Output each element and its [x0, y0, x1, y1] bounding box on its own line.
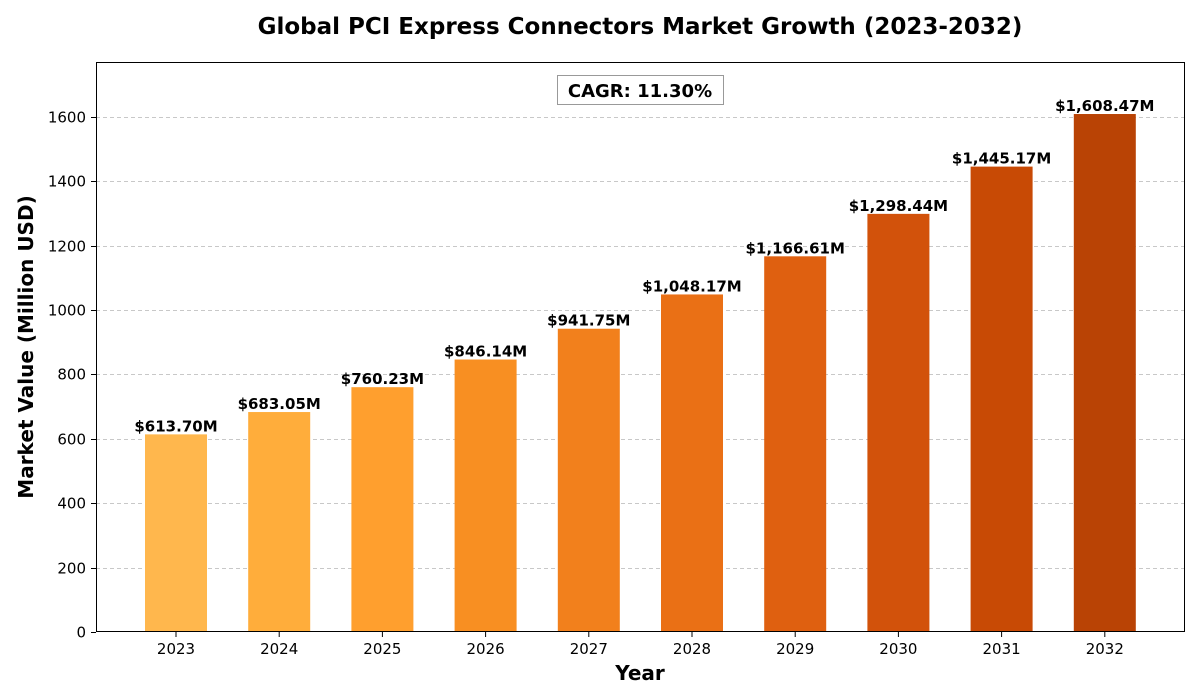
cagr-box	[557, 75, 724, 105]
data-label-2030: $1,298.44M	[849, 197, 948, 215]
data-label-2028: $1,048.17M	[642, 277, 741, 295]
x-tick-label: 2030	[879, 640, 917, 658]
chart-title: Global PCI Express Connectors Market Gro…	[258, 14, 1023, 40]
y-tick-label: 400	[57, 495, 86, 513]
cagr-annotation: CAGR: 11.30%	[557, 75, 724, 105]
cagr-label: CAGR: 11.30%	[568, 81, 712, 102]
y-tick-label: 1000	[48, 302, 86, 320]
data-label-2023: $613.70M	[134, 417, 217, 435]
bar-2027	[557, 328, 620, 632]
x-tick-label: 2032	[1086, 640, 1124, 658]
y-axis-label: Market Value (Million USD)	[14, 195, 38, 498]
x-axis-label: Year	[614, 661, 665, 685]
bar-2030	[867, 213, 930, 632]
bar-2026	[454, 359, 517, 632]
data-labels-group: $613.70M $683.05M $760.23M $846.14M $941.75M…	[134, 97, 1154, 435]
plot-frame	[96, 62, 1185, 632]
data-label-2032: $1,608.47M	[1055, 97, 1154, 115]
bar-2028	[661, 294, 723, 632]
x-tick-label: 2026	[467, 640, 505, 658]
bar-2024	[248, 412, 311, 632]
y-tick-label: 0	[76, 624, 86, 642]
y-tick-label: 800	[57, 366, 86, 384]
x-tick-label: 2024	[260, 640, 298, 658]
x-tick-label: 2031	[983, 640, 1021, 658]
x-axis-ticks: 2023 2024 2025 2026 2027 2028 2029 2030 2031 2032	[157, 632, 1124, 658]
data-label-2029: $1,166.61M	[746, 239, 845, 257]
y-tick-label: 1400	[48, 173, 86, 191]
bar-2023	[145, 434, 207, 632]
data-label-2026: $846.14M	[444, 343, 527, 361]
bar-2029	[764, 256, 827, 632]
data-label-2024: $683.05M	[238, 395, 321, 413]
bar-2025	[351, 387, 414, 632]
bars-group	[145, 114, 1136, 633]
data-label-2031: $1,445.17M	[952, 150, 1051, 168]
data-label-2027: $941.75M	[547, 312, 630, 330]
bar-2031	[970, 166, 1033, 633]
y-tick-label: 200	[57, 560, 86, 578]
x-tick-label: 2029	[776, 640, 814, 658]
data-label-2025: $760.23M	[341, 370, 424, 388]
x-tick-label: 2027	[570, 640, 608, 658]
y-axis-ticks: 0 200 400 600 800 1000 1200 1400 1600	[48, 109, 96, 642]
y-tick-label: 1200	[48, 238, 86, 256]
y-tick-label: 1600	[48, 109, 86, 127]
x-tick-label: 2028	[673, 640, 711, 658]
bar-2032	[1073, 114, 1136, 633]
y-tick-label: 600	[57, 431, 86, 449]
x-tick-label: 2025	[363, 640, 401, 658]
x-tick-label: 2023	[157, 640, 195, 658]
